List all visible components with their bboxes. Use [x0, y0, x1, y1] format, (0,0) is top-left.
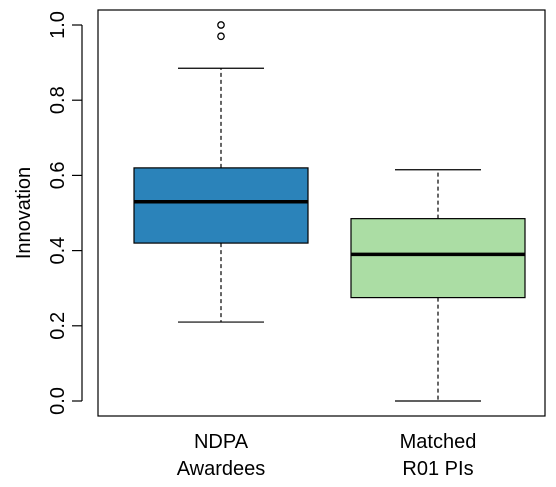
- y-tick-label: 1.0: [47, 11, 69, 39]
- outlier-point: [218, 33, 224, 39]
- box-group: [351, 170, 525, 401]
- x-axis-labels: NDPA Awardees Matched R01 PIs: [177, 431, 477, 480]
- box-series: [134, 22, 525, 401]
- y-tick-label: 0.0: [47, 387, 69, 415]
- y-tick-label: 0.2: [47, 312, 69, 340]
- iqr-box: [134, 168, 308, 243]
- y-tick-label: 0.6: [47, 161, 69, 189]
- y-axis-ticks: 0.0 0.2 0.4 0.6 0.8 1.0: [47, 11, 82, 415]
- box-group: [134, 22, 308, 322]
- x-category-label: Matched: [400, 431, 477, 453]
- x-category-label: NDPA: [194, 431, 249, 453]
- iqr-box: [351, 219, 525, 298]
- y-axis-label: Innovation: [13, 167, 35, 259]
- outlier-point: [218, 22, 224, 28]
- x-category-label: R01 PIs: [402, 458, 473, 480]
- y-tick-label: 0.4: [47, 237, 69, 265]
- y-tick-label: 0.8: [47, 86, 69, 114]
- x-category-label: Awardees: [177, 458, 266, 480]
